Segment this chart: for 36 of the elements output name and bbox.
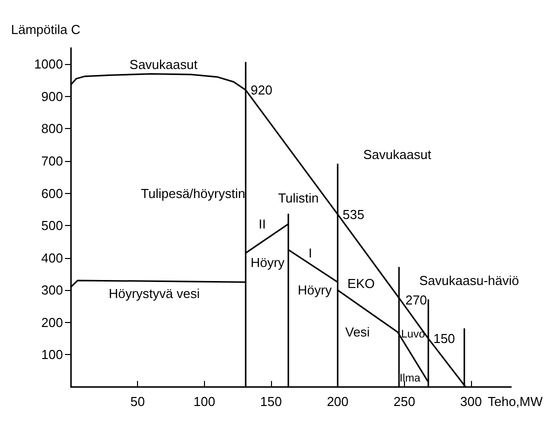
y-tick-label: 800 [41,121,63,136]
annotation: Tulipesä/höyrystin [140,186,246,201]
data-label: 535 [342,206,364,222]
x-tick-label: 150 [260,394,282,409]
annotation: I [308,246,312,261]
annotation: Savukaasut [130,56,198,72]
x-tick-label: 200 [326,394,349,409]
annotation: Savukaasu-häviö [419,273,519,288]
x-tick-label: 100 [193,394,216,409]
annotation: Vesi [345,324,370,340]
annotation: Höyrystyvä vesi [108,286,200,301]
data-label: 270 [405,292,428,308]
annotation: Ilma [400,372,422,385]
x-tick-label: 250 [393,394,416,409]
annotation: Höyry [250,255,286,270]
y-tick-label: 700 [41,154,63,168]
annotation: Savukaasut [363,146,432,162]
y-tick-label: 400 [41,250,63,266]
y-tick-label: 300 [41,282,63,298]
x-tick-label: 50 [130,394,145,409]
y-tick-label: 600 [41,186,63,201]
y-tick-label: 1000 [34,56,63,72]
y-tick-label: 500 [41,218,63,234]
data-label: 920 [250,82,272,98]
y-tick-label: 100 [41,347,63,362]
annotation: EKO [347,276,375,292]
x-axis-title: Teho,MW [488,394,544,409]
y-tick-label: 200 [41,314,63,330]
y-axis-title: Lämpötila C [11,22,80,37]
annotation: Höyry [298,282,332,298]
x-tick-label: 300 [460,394,482,409]
annotation: Luvo [401,328,426,340]
data-label: 150 [433,331,456,346]
y-tick-label: 900 [41,88,63,104]
annotation: Tulistin [278,190,319,206]
annotation: II [258,216,266,232]
